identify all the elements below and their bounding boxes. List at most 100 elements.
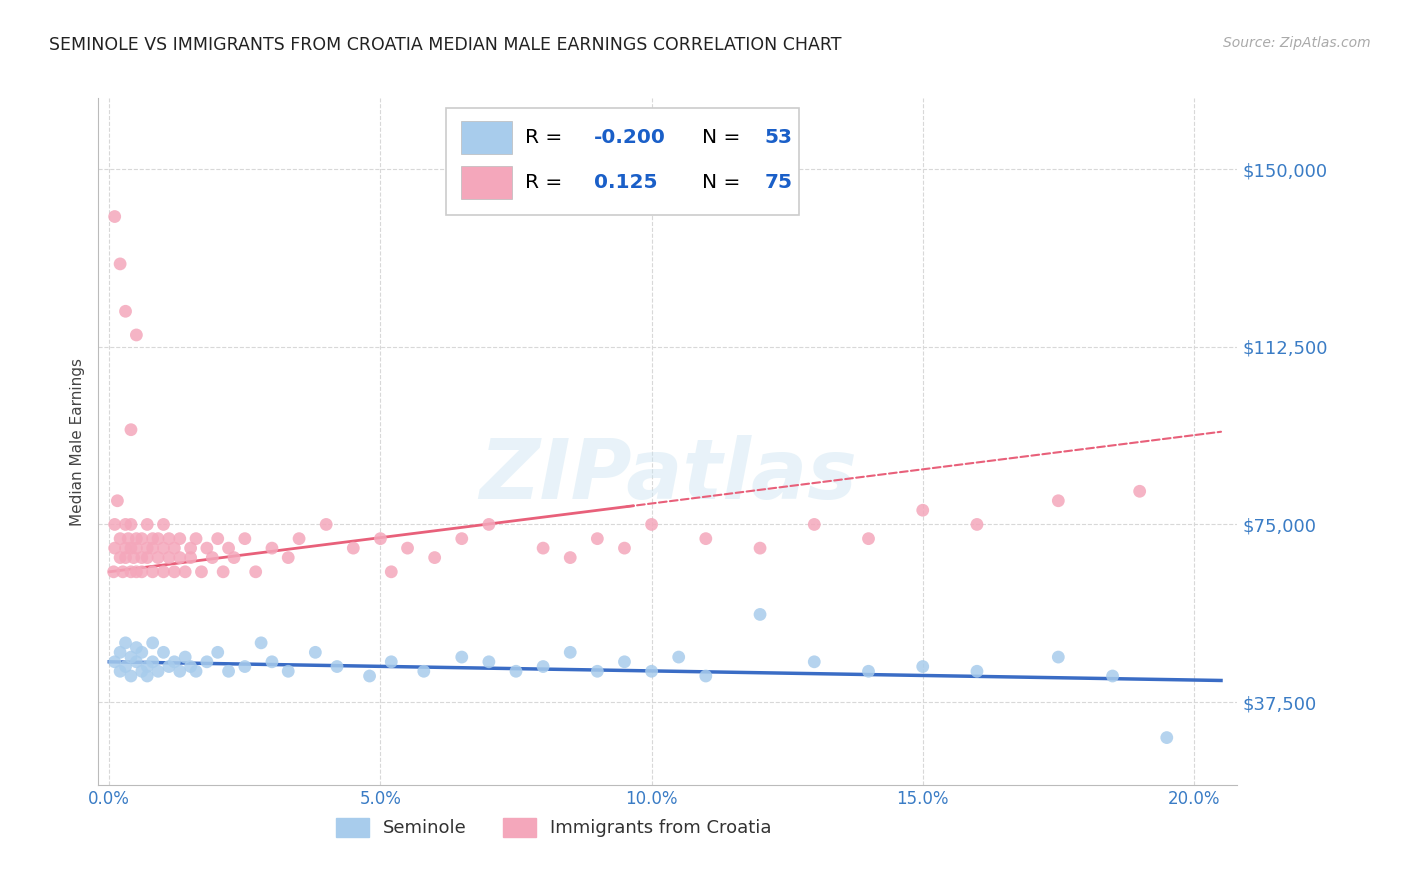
Point bbox=[201, 550, 224, 565]
Point bbox=[1129, 484, 1152, 499]
Point bbox=[114, 550, 136, 565]
Point bbox=[260, 541, 283, 555]
Point bbox=[803, 655, 825, 669]
Point bbox=[315, 517, 337, 532]
Point bbox=[180, 659, 202, 673]
Point bbox=[207, 645, 229, 659]
Point bbox=[107, 493, 129, 508]
Point bbox=[169, 532, 191, 546]
Point bbox=[114, 517, 136, 532]
Point bbox=[695, 532, 717, 546]
Point bbox=[120, 669, 142, 683]
FancyBboxPatch shape bbox=[461, 166, 512, 199]
Text: Source: ZipAtlas.com: Source: ZipAtlas.com bbox=[1223, 36, 1371, 50]
Point bbox=[423, 550, 446, 565]
Point bbox=[114, 636, 136, 650]
Point bbox=[586, 665, 609, 679]
Point bbox=[359, 669, 381, 683]
Point bbox=[108, 257, 131, 271]
FancyBboxPatch shape bbox=[446, 109, 799, 215]
Point bbox=[104, 517, 127, 532]
Point bbox=[1156, 731, 1178, 745]
Point bbox=[114, 541, 136, 555]
Point bbox=[103, 565, 125, 579]
Point bbox=[396, 541, 419, 555]
Point bbox=[1047, 493, 1070, 508]
Point bbox=[163, 541, 186, 555]
Point bbox=[478, 655, 501, 669]
Point bbox=[125, 541, 148, 555]
Text: SEMINOLE VS IMMIGRANTS FROM CROATIA MEDIAN MALE EARNINGS CORRELATION CHART: SEMINOLE VS IMMIGRANTS FROM CROATIA MEDI… bbox=[49, 36, 842, 54]
Point bbox=[104, 210, 127, 224]
Point bbox=[613, 655, 636, 669]
Point bbox=[342, 541, 364, 555]
Point bbox=[250, 636, 273, 650]
Point bbox=[586, 532, 609, 546]
Point bbox=[560, 550, 582, 565]
Point bbox=[174, 565, 197, 579]
Point bbox=[142, 655, 165, 669]
Point bbox=[120, 565, 142, 579]
Point bbox=[1047, 650, 1070, 665]
Point bbox=[478, 517, 501, 532]
Point bbox=[180, 550, 202, 565]
Point bbox=[142, 541, 165, 555]
Text: 53: 53 bbox=[765, 128, 793, 147]
Point bbox=[114, 659, 136, 673]
Point bbox=[136, 541, 159, 555]
Point bbox=[152, 645, 174, 659]
Point bbox=[136, 517, 159, 532]
Point bbox=[1101, 669, 1123, 683]
Point bbox=[152, 541, 174, 555]
Point bbox=[174, 650, 197, 665]
Point bbox=[120, 541, 142, 555]
Point bbox=[111, 565, 134, 579]
Point bbox=[195, 655, 218, 669]
Point bbox=[531, 659, 554, 673]
Point bbox=[412, 665, 434, 679]
Point bbox=[125, 565, 148, 579]
Point bbox=[108, 645, 131, 659]
Point bbox=[120, 423, 142, 437]
Point bbox=[858, 665, 880, 679]
Point bbox=[749, 541, 772, 555]
Point bbox=[122, 550, 145, 565]
Point bbox=[803, 517, 825, 532]
Point bbox=[131, 550, 153, 565]
Point bbox=[277, 550, 299, 565]
Point bbox=[146, 665, 169, 679]
Point bbox=[380, 565, 402, 579]
Point bbox=[136, 550, 159, 565]
Point bbox=[222, 550, 245, 565]
Text: N =: N = bbox=[702, 128, 741, 147]
Point bbox=[911, 503, 934, 517]
Point bbox=[163, 565, 186, 579]
Point bbox=[131, 665, 153, 679]
Point bbox=[531, 541, 554, 555]
Point bbox=[146, 532, 169, 546]
Point bbox=[184, 665, 207, 679]
Point bbox=[142, 636, 165, 650]
Text: ZIPatlas: ZIPatlas bbox=[479, 435, 856, 516]
Point bbox=[136, 669, 159, 683]
Text: -0.200: -0.200 bbox=[593, 128, 665, 147]
Text: N =: N = bbox=[702, 173, 741, 192]
Point bbox=[157, 532, 180, 546]
Text: 0.125: 0.125 bbox=[593, 173, 658, 192]
Point bbox=[207, 532, 229, 546]
Point bbox=[966, 517, 988, 532]
Point bbox=[169, 550, 191, 565]
Point bbox=[370, 532, 392, 546]
Point bbox=[125, 328, 148, 343]
Point bbox=[120, 517, 142, 532]
Point bbox=[142, 565, 165, 579]
Point bbox=[326, 659, 349, 673]
Point bbox=[136, 659, 159, 673]
Point bbox=[108, 532, 131, 546]
Point bbox=[668, 650, 690, 665]
Point bbox=[911, 659, 934, 673]
Legend: Seminole, Immigrants from Croatia: Seminole, Immigrants from Croatia bbox=[329, 811, 779, 845]
Point bbox=[613, 541, 636, 555]
Point bbox=[195, 541, 218, 555]
Point bbox=[450, 532, 472, 546]
